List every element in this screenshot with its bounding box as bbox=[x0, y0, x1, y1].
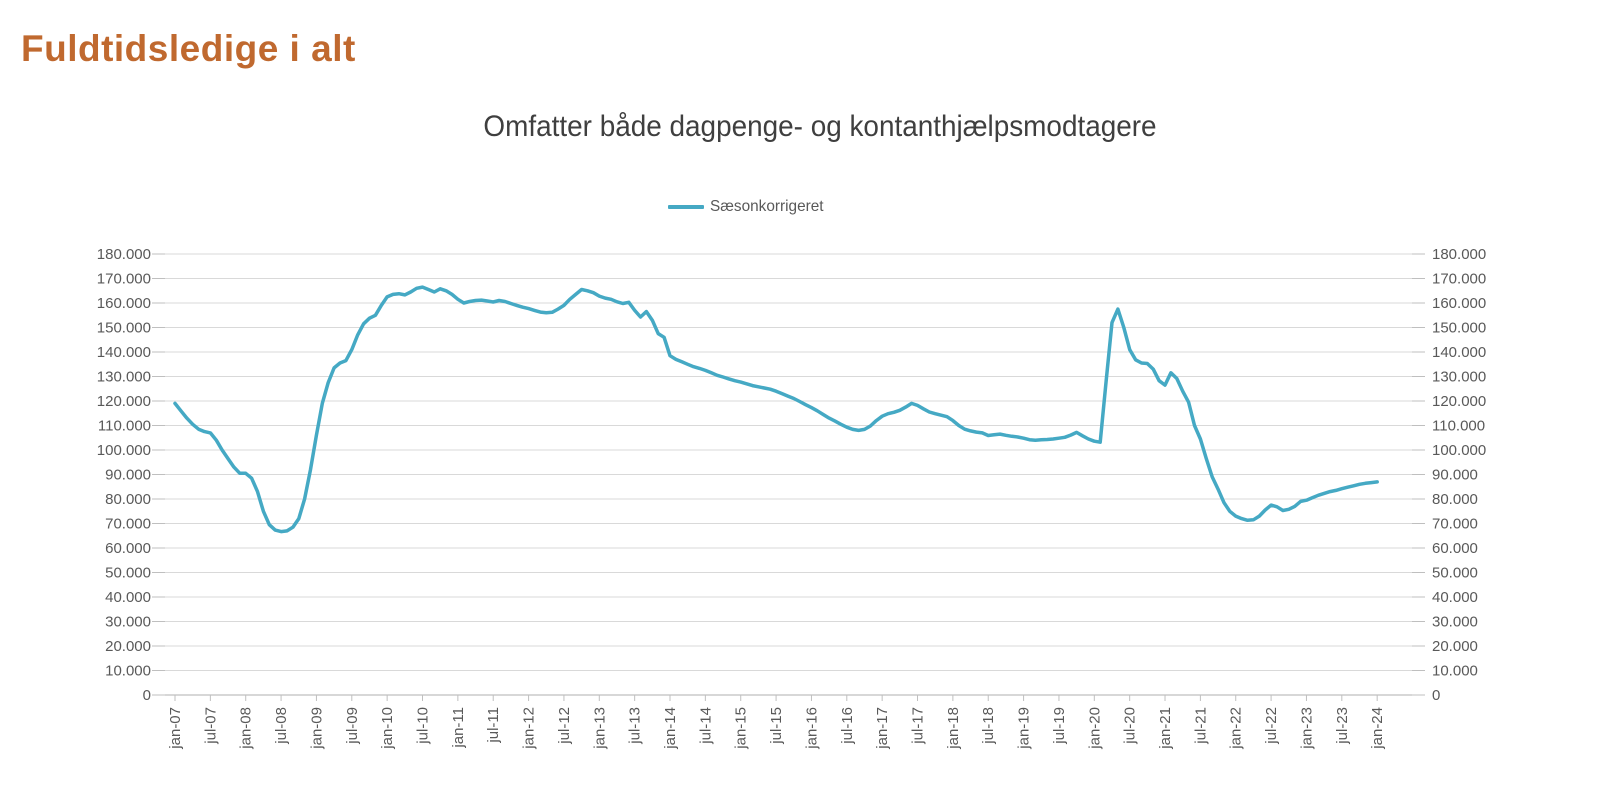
x-axis-tick-label: jul-21 bbox=[1192, 707, 1209, 745]
y-axis-tick-label-left: 60.000 bbox=[105, 540, 151, 557]
x-axis-tick-label: jan-20 bbox=[1086, 707, 1103, 750]
y-axis-tick-label-left: 90.000 bbox=[105, 467, 151, 484]
y-axis-tick-label-right: 130.000 bbox=[1432, 369, 1486, 386]
x-axis-tick-label: jan-22 bbox=[1228, 707, 1245, 750]
x-axis-tick-label: jul-18 bbox=[980, 707, 997, 745]
x-axis-tick-label: jan-11 bbox=[450, 707, 467, 749]
x-axis-tick-label: jul-08 bbox=[273, 707, 290, 745]
x-axis-tick-label: jul-17 bbox=[910, 707, 927, 745]
x-axis-tick-label: jul-11 bbox=[485, 707, 502, 744]
page-title: Fuldtidsledige i alt bbox=[21, 28, 356, 69]
y-axis-tick-label-left: 140.000 bbox=[97, 344, 151, 361]
y-axis-tick-label-right: 70.000 bbox=[1432, 516, 1478, 533]
y-axis-tick-label-right: 10.000 bbox=[1432, 663, 1478, 680]
x-axis-tick-label: jan-19 bbox=[1016, 707, 1033, 750]
y-axis-tick-label-left: 170.000 bbox=[97, 271, 151, 288]
x-axis-tick-label: jan-07 bbox=[167, 707, 184, 750]
y-axis-tick-label-left: 160.000 bbox=[97, 295, 151, 312]
legend-series-label: Sæsonkorrigeret bbox=[709, 198, 824, 215]
x-axis-tick-label: jan-08 bbox=[238, 707, 255, 750]
x-axis-tick-label: jul-14 bbox=[697, 707, 714, 745]
y-axis-tick-label-right: 80.000 bbox=[1432, 491, 1478, 508]
x-axis-tick-label: jul-19 bbox=[1051, 707, 1068, 745]
x-axis-tick-label: jan-09 bbox=[308, 707, 325, 750]
y-axis-tick-label-right: 140.000 bbox=[1432, 344, 1486, 361]
y-axis-tick-label-left: 100.000 bbox=[97, 442, 151, 459]
x-axis-tick-label: jul-12 bbox=[556, 707, 573, 745]
y-axis-tick-label-left: 50.000 bbox=[105, 565, 151, 582]
y-axis-tick-label-left: 40.000 bbox=[105, 589, 151, 606]
y-axis-tick-label-left: 10.000 bbox=[105, 663, 151, 680]
x-axis-tick-label: jul-13 bbox=[627, 707, 644, 745]
chart-title: Omfatter både dagpenge- og kontanthjælps… bbox=[483, 110, 1157, 143]
x-axis-tick-label: jul-23 bbox=[1334, 707, 1351, 745]
x-axis-tick-label: jul-16 bbox=[839, 707, 856, 745]
y-axis-tick-label-right: 60.000 bbox=[1432, 540, 1478, 557]
y-axis-tick-label-left: 130.000 bbox=[97, 369, 151, 386]
y-axis-tick-label-right: 170.000 bbox=[1432, 271, 1486, 288]
legend-line-swatch-icon bbox=[667, 205, 704, 209]
x-axis-tick-label: jul-09 bbox=[344, 707, 361, 745]
y-axis-tick-label-left: 20.000 bbox=[105, 638, 151, 655]
legend-entry: Sæsonkorrigeret bbox=[667, 198, 828, 216]
y-axis-tick-label-right: 120.000 bbox=[1432, 393, 1486, 410]
x-axis-tick-label: jan-15 bbox=[733, 707, 750, 750]
x-axis-tick-label: jan-24 bbox=[1369, 707, 1386, 750]
y-axis-tick-label-right: 20.000 bbox=[1432, 638, 1478, 655]
y-axis-tick-label-right: 0 bbox=[1432, 687, 1440, 704]
y-axis-tick-label-left: 120.000 bbox=[97, 393, 151, 410]
y-axis-tick-label-right: 180.000 bbox=[1432, 246, 1486, 263]
y-axis-tick-label-left: 180.000 bbox=[97, 246, 151, 263]
y-axis-tick-label-right: 90.000 bbox=[1432, 467, 1478, 484]
chart-legend: Sæsonkorrigeret bbox=[0, 198, 1600, 216]
y-axis-tick-label-right: 150.000 bbox=[1432, 320, 1486, 337]
y-axis-tick-label-right: 30.000 bbox=[1432, 614, 1478, 631]
x-axis-tick-label: jan-17 bbox=[874, 707, 891, 750]
x-axis-tick-label: jan-23 bbox=[1298, 707, 1315, 750]
x-axis-tick-label: jan-14 bbox=[662, 707, 679, 750]
y-axis-tick-label-left: 110.000 bbox=[98, 418, 151, 435]
y-axis-tick-label-left: 80.000 bbox=[105, 491, 151, 508]
x-axis-tick-label: jan-21 bbox=[1157, 707, 1174, 750]
y-axis-tick-label-left: 0 bbox=[143, 687, 151, 704]
x-axis-tick-label: jan-18 bbox=[945, 707, 962, 750]
x-axis-tick-label: jul-15 bbox=[768, 707, 785, 745]
series-line-saesonkorrigeret bbox=[173, 285, 1379, 534]
y-axis-tick-label-left: 30.000 bbox=[105, 614, 151, 631]
x-axis-tick-label: jan-12 bbox=[521, 707, 538, 750]
x-axis-tick-label: jul-10 bbox=[415, 707, 432, 745]
y-axis-tick-label-right: 110.000 bbox=[1432, 418, 1485, 435]
y-axis-tick-label-right: 100.000 bbox=[1432, 442, 1486, 459]
x-axis-tick-label: jul-22 bbox=[1263, 707, 1280, 745]
x-axis-tick-label: jul-07 bbox=[202, 707, 219, 745]
y-axis-tick-label-left: 70.000 bbox=[105, 516, 151, 533]
x-axis-tick-label: jan-13 bbox=[591, 707, 608, 750]
y-axis-tick-label-left: 150.000 bbox=[97, 320, 151, 337]
x-axis-tick-label: jul-20 bbox=[1122, 707, 1139, 745]
y-axis-tick-label-right: 160.000 bbox=[1432, 295, 1486, 312]
x-axis-tick-label: jan-10 bbox=[379, 707, 396, 750]
x-axis-tick-label: jan-16 bbox=[803, 707, 820, 750]
y-axis-tick-label-right: 50.000 bbox=[1432, 565, 1478, 582]
y-axis-tick-label-right: 40.000 bbox=[1432, 589, 1478, 606]
